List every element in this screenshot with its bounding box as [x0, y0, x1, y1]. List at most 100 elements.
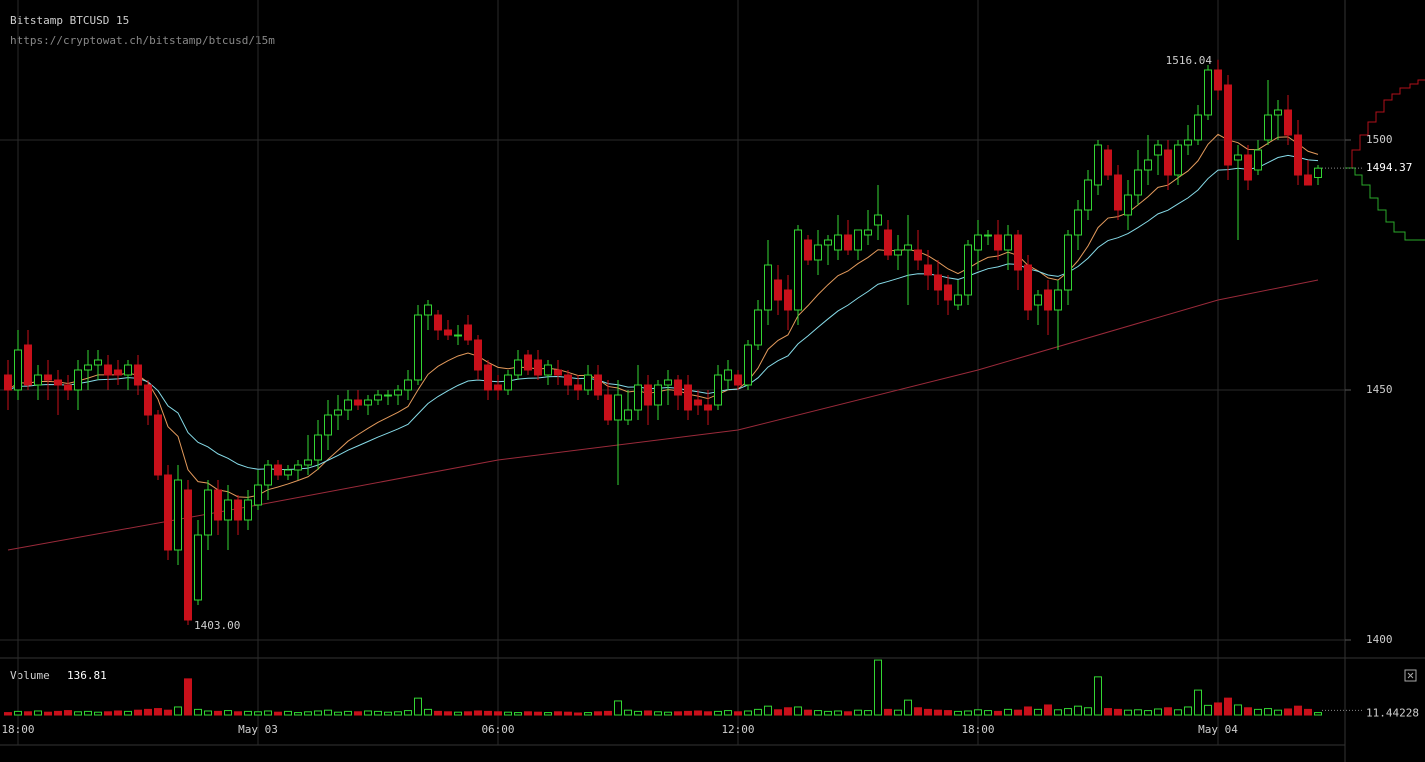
candle-body	[324, 414, 332, 436]
volume-bar	[84, 710, 92, 716]
volume-bar	[474, 710, 482, 716]
volume-bar	[1254, 708, 1262, 716]
ema-line	[7, 133, 1319, 498]
candle-body	[934, 274, 942, 291]
candle-body	[44, 374, 52, 381]
x-tick-label: May 03	[238, 723, 278, 736]
volume-bar	[904, 699, 912, 716]
candle-body	[974, 234, 982, 251]
candle-body	[64, 384, 72, 391]
volume-bar	[894, 709, 902, 716]
candle-body	[804, 239, 812, 261]
candle-body	[884, 229, 892, 256]
volume-bar	[884, 708, 892, 716]
candle-body	[1154, 144, 1162, 156]
candle-body	[134, 364, 142, 386]
volume-bar	[1064, 708, 1072, 716]
candle-body	[1124, 194, 1132, 216]
close-box[interactable]	[1404, 669, 1417, 682]
candle-body	[34, 374, 42, 386]
candle-body	[114, 369, 122, 376]
candle-body	[614, 394, 622, 421]
candle-body	[894, 249, 902, 256]
candle-body	[564, 374, 572, 386]
chart-title: Bitstamp BTCUSD 15	[10, 14, 129, 27]
candle-body	[454, 334, 462, 337]
candle-body	[1284, 109, 1292, 136]
candle-body	[1224, 84, 1232, 166]
candle-body	[584, 374, 592, 391]
candle-body	[1114, 174, 1122, 211]
candle-body	[514, 359, 522, 376]
candle-body	[124, 364, 132, 376]
close-button[interactable]	[1404, 669, 1417, 682]
volume-bar	[704, 711, 712, 716]
volume-bar	[1244, 707, 1252, 716]
candle-body	[434, 314, 442, 331]
volume-bar	[444, 711, 452, 716]
volume-bar	[194, 708, 202, 716]
volume-bar	[134, 709, 142, 716]
volume-bar	[1184, 706, 1192, 716]
volume-bar	[384, 711, 392, 716]
volume-bar	[754, 708, 762, 716]
volume-bar	[344, 710, 352, 716]
close-icon[interactable]	[1407, 672, 1414, 679]
candle-body	[864, 229, 872, 236]
volume-bar	[404, 710, 412, 716]
volume-bar	[534, 711, 542, 716]
candle-body	[424, 304, 432, 316]
depth-bid	[1345, 167, 1425, 241]
candle-body	[1314, 167, 1322, 178]
volume-bar	[544, 712, 552, 716]
volume-bar	[1004, 708, 1012, 716]
volume-bar	[124, 710, 132, 716]
volume-bar	[314, 710, 322, 716]
candle-body	[1194, 114, 1202, 141]
candle-body	[704, 404, 712, 411]
candle-body	[1054, 289, 1062, 311]
candle-body	[1164, 149, 1172, 176]
volume-bar	[784, 707, 792, 716]
candle-body	[414, 314, 422, 381]
volume-bar	[1144, 710, 1152, 716]
candle-body	[634, 384, 642, 411]
volume-bar	[564, 711, 572, 716]
candle-body	[244, 499, 252, 521]
volume-bar	[824, 710, 832, 716]
candle-body	[254, 484, 262, 506]
candle-body	[944, 284, 952, 301]
volume-bar	[424, 708, 432, 716]
candle-body	[24, 344, 32, 386]
ema-line	[7, 154, 1319, 470]
candle-body	[1204, 69, 1212, 116]
candle-body	[204, 489, 212, 536]
volume-bar	[1044, 704, 1052, 716]
candle-body	[964, 244, 972, 296]
candle-body	[834, 234, 842, 251]
volume-bar	[354, 711, 362, 716]
candle-body	[624, 409, 632, 421]
candle-body	[684, 384, 692, 411]
y-tick-label: 1400	[1366, 633, 1393, 646]
chart-subtitle: https://cryptowat.ch/bitstamp/btcusd/15m	[10, 34, 275, 47]
volume-bar	[34, 710, 42, 716]
volume-bar	[1014, 709, 1022, 716]
volume-bar	[654, 711, 662, 716]
candle-body	[1264, 114, 1272, 141]
candle-body	[274, 464, 282, 476]
candle-body	[334, 409, 342, 416]
volume-bar	[494, 711, 502, 716]
volume-bar	[1174, 709, 1182, 716]
candle-body	[284, 469, 292, 476]
volume-bar	[484, 710, 492, 716]
candle-body	[724, 369, 732, 381]
candle-body	[534, 359, 542, 376]
candle-body	[174, 479, 182, 551]
candle-body	[84, 364, 92, 371]
candle-body	[674, 379, 682, 396]
volume-bar	[774, 709, 782, 716]
candle-body	[1074, 209, 1082, 236]
volume-bar	[1024, 706, 1032, 716]
candle-body	[1014, 234, 1022, 271]
